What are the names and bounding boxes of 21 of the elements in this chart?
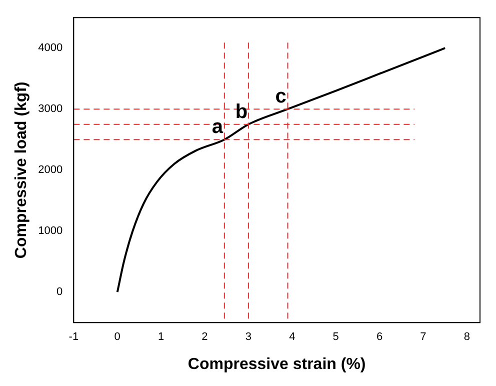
x-axis-title: Compressive strain (%) — [188, 356, 366, 373]
x-tick-label: 5 — [332, 331, 339, 344]
x-tick-label: 0 — [114, 331, 120, 344]
y-tick-label: 2000 — [38, 164, 63, 176]
line-series — [116, 47, 446, 294]
annotation: c — [275, 86, 286, 108]
y-tick-label: 4000 — [38, 42, 63, 54]
x-tick-label: 6 — [376, 331, 383, 344]
x-tick-label: 8 — [464, 331, 470, 344]
x-tick-label: -1 — [68, 331, 79, 344]
x-tick-label: 7 — [420, 331, 426, 344]
y-tick-label: 3000 — [38, 103, 63, 116]
y-tick-label: 1000 — [38, 225, 63, 238]
x-tick-label: 4 — [289, 331, 296, 344]
annotation: a — [212, 116, 224, 138]
y-tick-label: 0 — [56, 286, 63, 298]
y-axis-title: Compressive load (kgf) — [13, 82, 30, 259]
annotation: b — [235, 100, 248, 123]
x-tick-label: 3 — [245, 331, 252, 344]
x-tick-label: 1 — [158, 331, 164, 344]
x-tick-label: 2 — [202, 331, 208, 344]
